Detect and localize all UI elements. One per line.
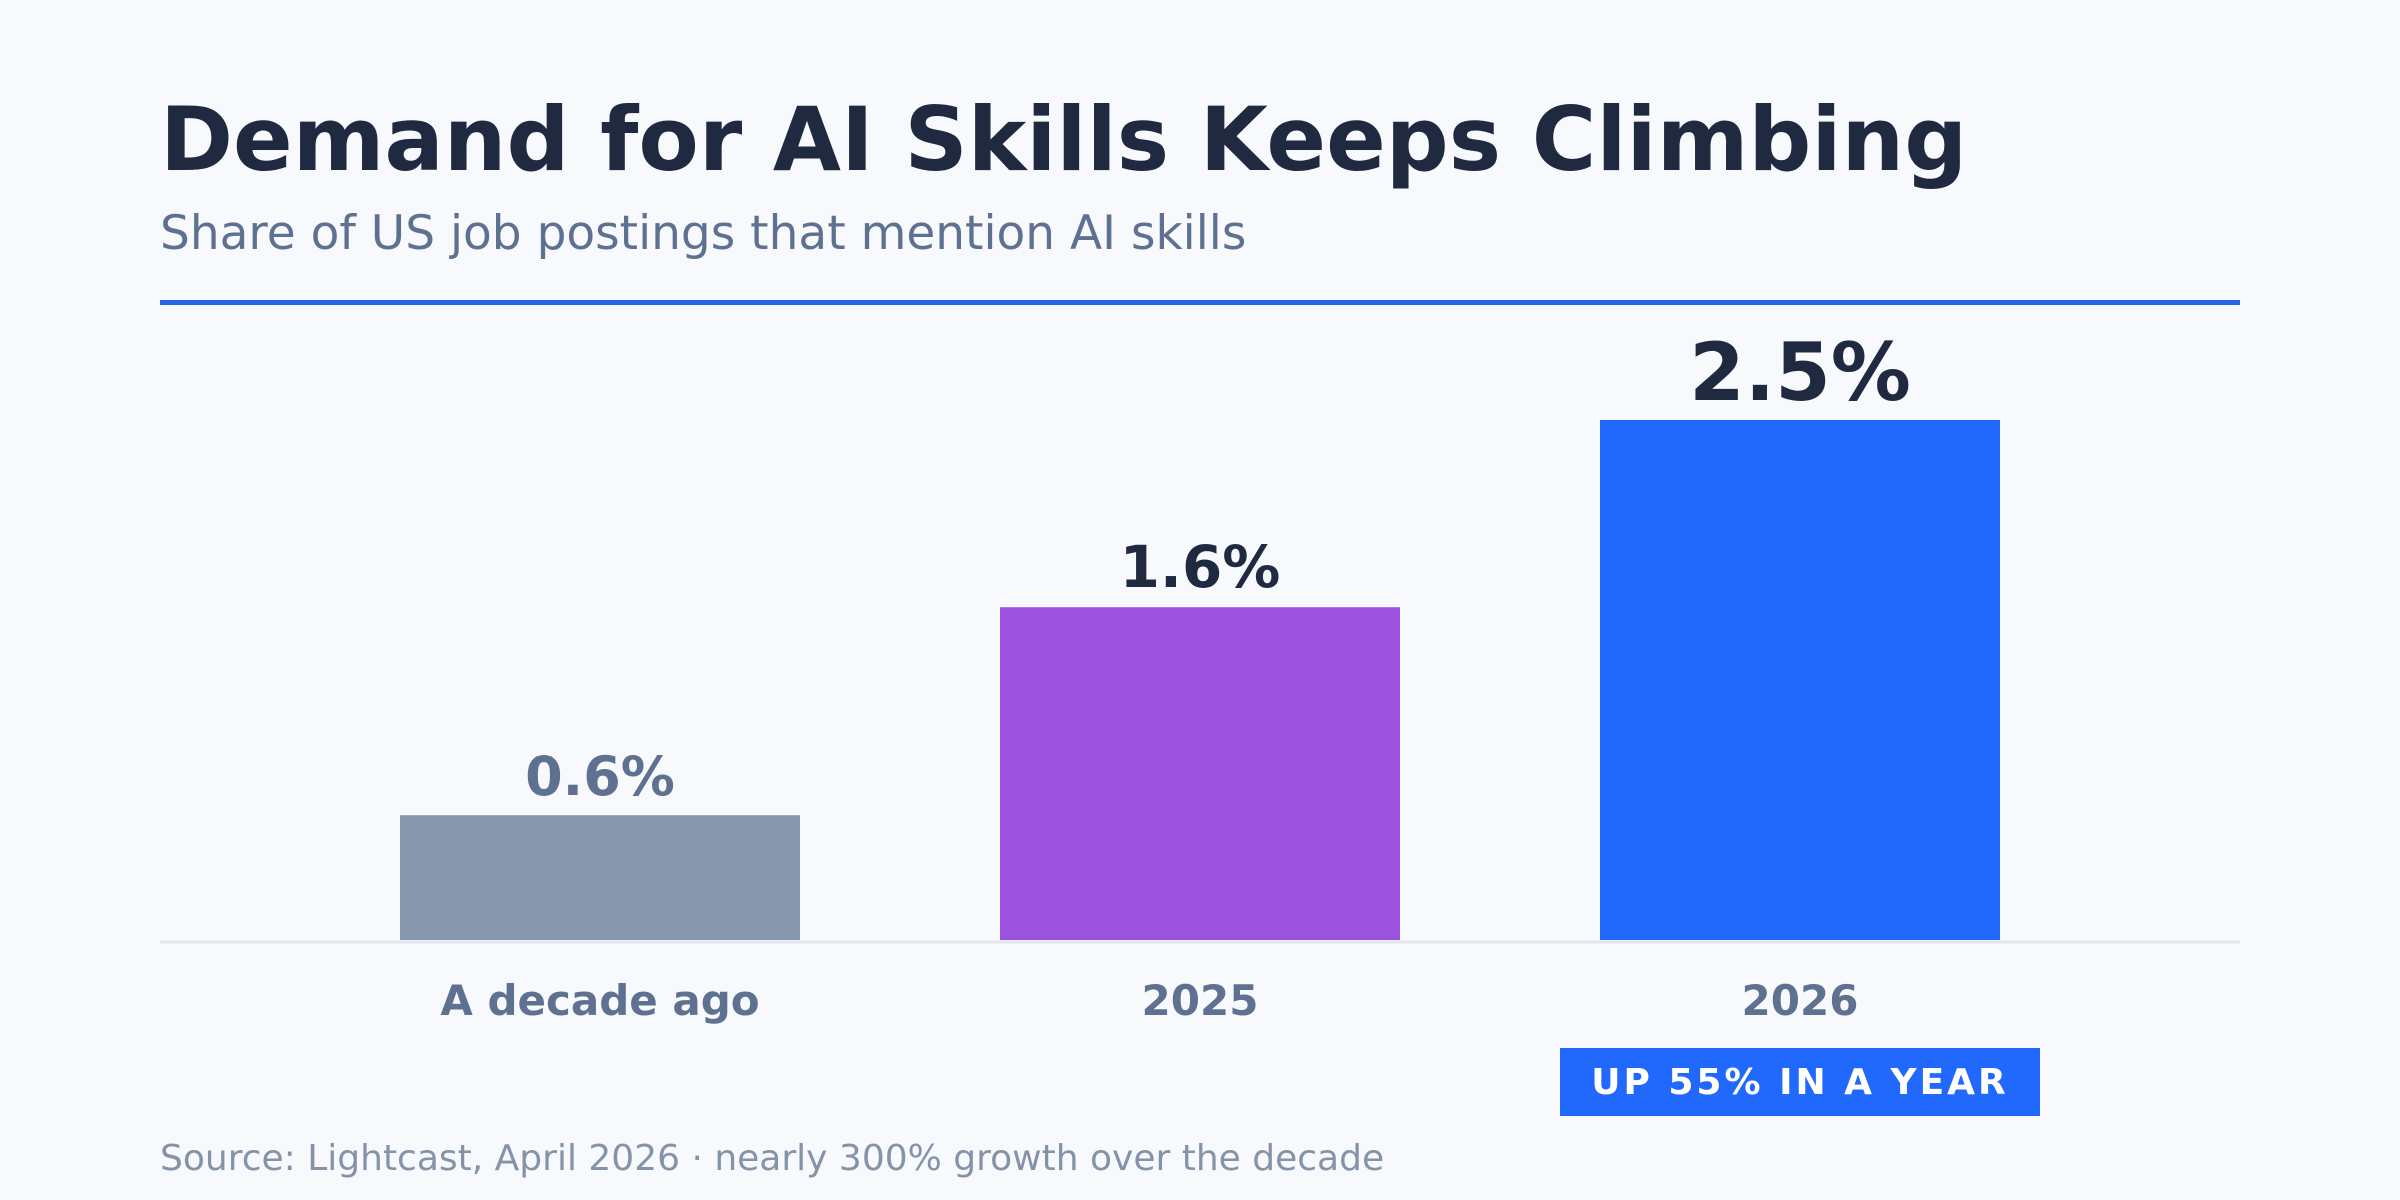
category-label-1: 2025 (1142, 976, 1259, 1025)
value-label-2: 2.5% (1689, 326, 1911, 419)
chart-subtitle: Share of US job postings that mention AI… (160, 206, 1247, 261)
accent-rule (160, 300, 2240, 305)
growth-callout-badge: UP 55% IN A YEAR (1560, 1048, 2040, 1116)
source-note: Source: Lightcast, April 2026 · nearly 3… (160, 1138, 1385, 1179)
value-label-1: 1.6% (1120, 533, 1281, 601)
bar-2 (1600, 420, 2000, 940)
category-label-2: 2026 (1742, 976, 1859, 1025)
value-label-0: 0.6% (525, 745, 675, 808)
category-label-0: A decade ago (440, 976, 759, 1025)
bar-0 (400, 815, 800, 940)
chart-title: Demand for AI Skills Keeps Climbing (160, 88, 1968, 191)
bar-1 (1000, 607, 1400, 940)
